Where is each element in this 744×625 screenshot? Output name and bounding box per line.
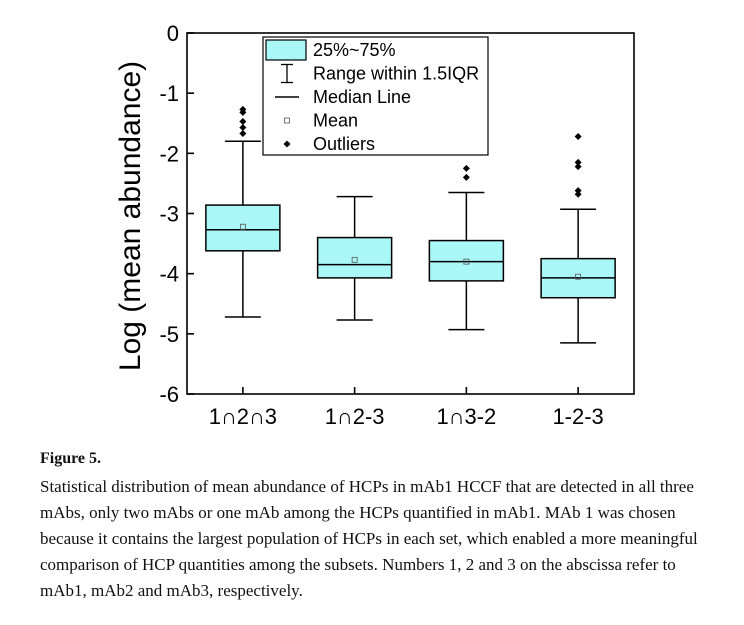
outlier-point [239,123,247,131]
mean-marker [351,256,358,263]
iqr-box [205,204,281,252]
y-tick-label: -3 [159,202,179,227]
outlier-point [574,163,582,171]
figure-label: Figure 5. [40,450,102,467]
legend: 25%~75% Range within 1.5IQR Median Line Mea… [262,36,489,156]
figure-caption: Figure 5. Statistical distribution of me… [40,450,720,604]
axes: 0 -1 -2 -3 -4 -5 -6 1∩2∩3 1∩2-3 1∩3-2 1-2-3 [159,21,635,429]
y-tick-label: -4 [159,262,179,287]
y-tick-label: -2 [159,141,179,166]
outlier-point [239,108,247,116]
mean-marker [463,258,470,265]
outlier-point [239,129,247,137]
outlier-point [574,158,582,166]
box-group-4 [540,132,616,344]
x-tick-label: 1∩2-3 [325,404,385,429]
legend-label: Median Line [313,87,411,107]
box-plot-chart: Log (mean abundance) 0 -1 -2 -3 -4 -5 -6 1∩2∩3 1… [114,21,635,429]
boxes [205,105,616,344]
y-tick-label: -5 [159,322,179,347]
box-group-1 [205,105,281,318]
box-group-3 [428,164,505,331]
outlier-point [462,164,470,172]
x-tick-label: 1-2-3 [552,404,603,429]
mean-marker [575,273,582,280]
caption-text: Statistical distribution of mean abundan… [40,477,698,600]
outlier-point [574,132,582,140]
legend-label: Outliers [313,134,375,154]
outlier-point [574,187,582,195]
mean-marker [239,223,246,230]
legend-label: 25%~75% [313,40,396,60]
legend-box-swatch [265,39,307,61]
outlier-point [462,173,470,181]
outlier-point [239,117,247,125]
legend-mean-symbol [284,117,290,124]
legend-label: Mean [313,111,358,131]
x-tick-label: 1∩2∩3 [209,404,277,429]
legend-outlier-symbol [283,140,291,148]
y-tick-label: -6 [159,382,179,407]
iqr-box [428,239,505,282]
box-group-2 [316,195,393,321]
y-tick-label: 0 [167,21,179,46]
y-tick-label: -1 [159,81,179,106]
x-tick-label: 1∩3-2 [436,404,496,429]
outlier-point [574,190,582,198]
y-axis-title: Log (mean abundance) [114,61,147,371]
legend-label: Range within 1.5IQR [313,64,479,84]
